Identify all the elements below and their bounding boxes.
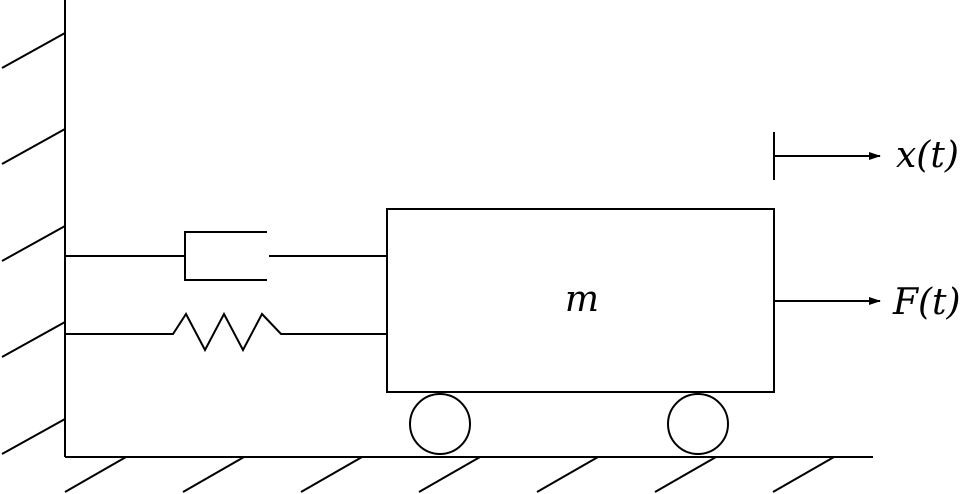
wheel-right bbox=[667, 393, 729, 455]
ground-hatch-mark bbox=[772, 456, 835, 493]
displacement-label: x(t) bbox=[896, 135, 959, 176]
wall-hatch-mark bbox=[1, 225, 66, 262]
damper-cylinder bbox=[184, 231, 267, 281]
ground-hatch-mark bbox=[64, 456, 127, 493]
spring bbox=[65, 311, 387, 353]
mass-block: m bbox=[386, 208, 775, 393]
mass-label: m bbox=[565, 279, 599, 320]
wall-hatch-mark bbox=[1, 32, 66, 69]
ground-hatch-mark bbox=[654, 456, 717, 493]
wall bbox=[1, 0, 66, 457]
wall-hatch-mark bbox=[1, 128, 66, 165]
ground-hatching bbox=[64, 456, 835, 493]
displacement-indicator: x(t) bbox=[773, 132, 959, 180]
ground bbox=[64, 456, 873, 493]
ground-hatch-mark bbox=[300, 456, 363, 493]
ground-hatch-mark bbox=[182, 456, 245, 493]
ground-hatch-mark bbox=[418, 456, 481, 493]
damper bbox=[65, 231, 387, 281]
wheel-left bbox=[409, 393, 471, 455]
wall-hatch-mark bbox=[1, 418, 66, 455]
wall-hatch-mark bbox=[1, 321, 66, 358]
wall-hatching bbox=[1, 32, 66, 455]
force-label: F(t) bbox=[892, 282, 961, 323]
ground-hatch-mark bbox=[536, 456, 599, 493]
spring-coil bbox=[65, 311, 387, 353]
wheels bbox=[409, 393, 729, 455]
force-indicator: F(t) bbox=[774, 282, 961, 323]
